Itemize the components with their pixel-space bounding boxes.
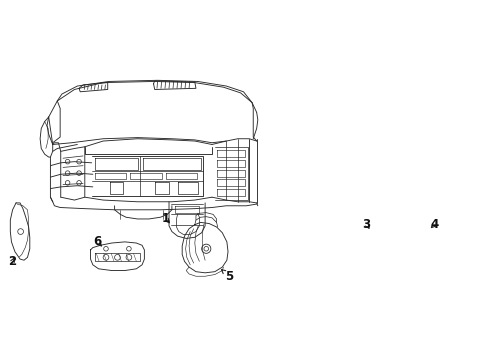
- Text: 5: 5: [221, 270, 233, 283]
- Text: 6: 6: [93, 235, 101, 248]
- Text: 2: 2: [8, 255, 17, 268]
- Text: 1: 1: [162, 212, 170, 225]
- Text: 4: 4: [430, 218, 439, 231]
- Text: 3: 3: [363, 218, 371, 231]
